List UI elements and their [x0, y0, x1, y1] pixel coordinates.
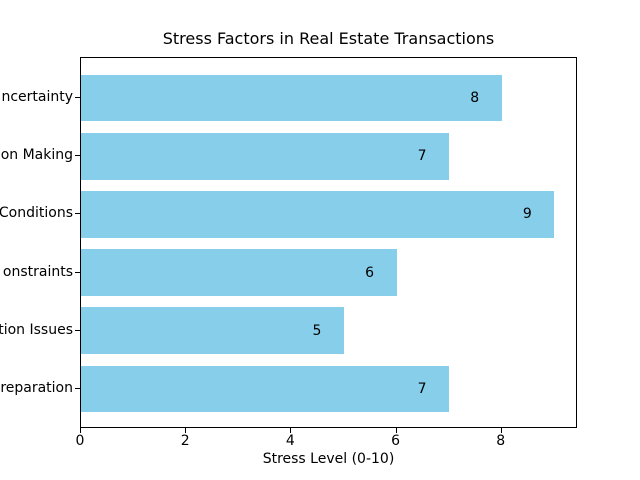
x-tick-mark — [80, 428, 81, 433]
bar-value-label: 6 — [365, 264, 375, 281]
bar-value-label: 9 — [522, 206, 532, 223]
bar — [81, 191, 555, 238]
y-tick-label: ncertainty — [1, 89, 73, 106]
bar-value-label: 7 — [417, 148, 427, 165]
bar — [81, 307, 344, 354]
bar — [81, 74, 502, 122]
bar-value-label: 7 — [417, 380, 427, 397]
plot-area: 8 7 9 6 5 7 — [80, 57, 577, 428]
x-axis-label: Stress Level (0-10) — [262, 451, 395, 467]
x-tick-mark — [290, 428, 292, 433]
chart-title: Stress Factors in Real Estate Transactio… — [162, 29, 495, 48]
y-tick-mark — [75, 97, 80, 99]
bar — [81, 249, 397, 296]
x-tick-label: 2 — [180, 433, 190, 449]
x-tick-mark — [395, 428, 397, 433]
y-tick-label: Conditions — [0, 205, 73, 222]
y-tick-label: reparation — [0, 379, 73, 396]
y-tick-label: on Making — [0, 147, 73, 164]
y-tick-mark — [75, 271, 80, 273]
x-tick-label: 4 — [285, 433, 295, 449]
bar — [81, 365, 450, 413]
y-tick-mark — [75, 213, 80, 215]
bar-value-label: 5 — [312, 322, 322, 339]
y-tick-label: tion Issues — [0, 321, 73, 338]
y-tick-mark — [75, 387, 80, 389]
x-tick-mark — [500, 428, 502, 433]
bar-value-label: 8 — [470, 90, 480, 107]
bar — [81, 133, 450, 180]
x-tick-label: 8 — [496, 433, 506, 449]
x-tick-label: 0 — [75, 433, 85, 449]
y-tick-mark — [75, 155, 80, 157]
x-tick-label: 6 — [391, 433, 401, 449]
y-tick-mark — [75, 329, 80, 331]
x-tick-mark — [185, 428, 187, 433]
y-tick-label: onstraints — [2, 263, 73, 280]
